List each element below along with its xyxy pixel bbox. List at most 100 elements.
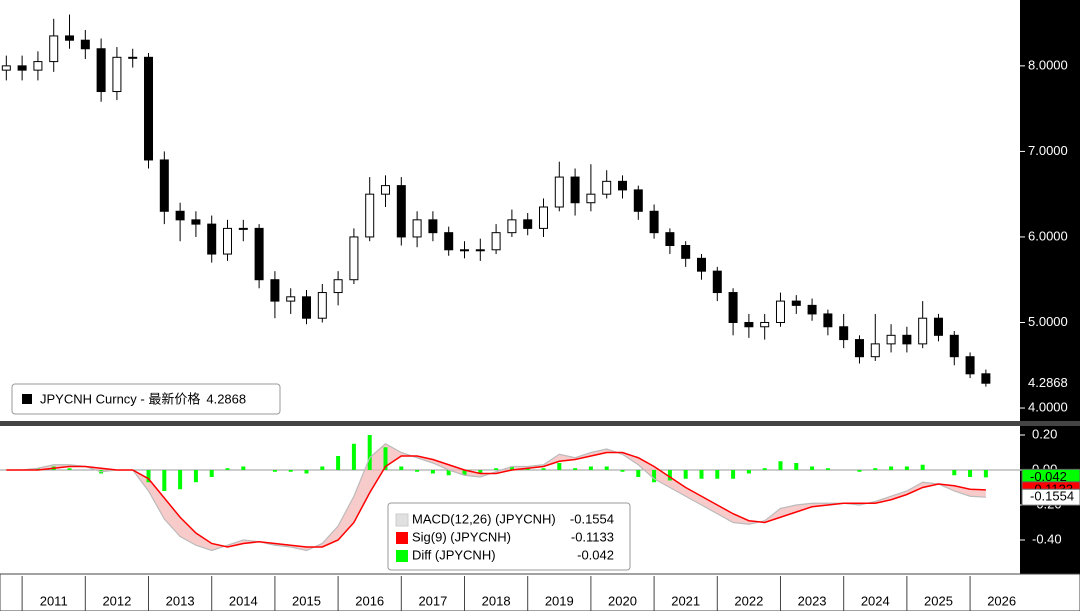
x-tick-label: 2014 <box>229 593 258 608</box>
diff-bar <box>304 469 309 474</box>
candle-body <box>286 296 296 302</box>
x-tick-label: 2023 <box>798 593 827 608</box>
diff-bar <box>794 462 799 470</box>
candle-body <box>238 227 248 230</box>
legend-swatch <box>22 394 32 404</box>
candle-body <box>775 300 785 323</box>
x-tick-label: 2011 <box>40 593 68 608</box>
diff-bar <box>541 468 546 470</box>
candle-body <box>491 232 501 251</box>
diff-bar <box>446 469 451 476</box>
diff-bar <box>525 468 530 470</box>
candle-body <box>381 185 391 195</box>
diff-bar <box>636 469 641 477</box>
legend-swatch <box>395 513 409 527</box>
x-tick-label: 2022 <box>734 593 763 608</box>
last-price-label: 4.2868 <box>1028 375 1068 390</box>
candle-body <box>333 279 343 294</box>
diff-bar <box>904 466 909 470</box>
candle-body <box>365 193 375 238</box>
diff-bar <box>399 466 404 470</box>
candle-body <box>949 334 959 358</box>
candle-body <box>965 356 975 375</box>
diff-bar <box>225 468 230 470</box>
last-value-label: -0.042 <box>1030 469 1067 484</box>
candle-body <box>49 35 59 63</box>
x-tick-label: 2024 <box>861 593 890 608</box>
diff-bar <box>604 466 609 470</box>
x-tick-label: 2017 <box>418 593 447 608</box>
diff-bar <box>288 469 293 472</box>
diff-bar <box>620 469 625 472</box>
diff-bar <box>383 447 388 470</box>
candle-body <box>665 232 675 246</box>
candle-body <box>981 373 991 384</box>
diff-bar <box>430 469 435 474</box>
diff-bar <box>699 469 704 479</box>
candle-body <box>712 270 722 294</box>
panel-divider <box>0 421 1080 426</box>
diff-bar <box>209 469 214 477</box>
diff-bar <box>320 466 325 470</box>
candle-body <box>396 185 406 238</box>
diff-bar <box>968 469 973 477</box>
y-tick-label: 6.0000 <box>1028 228 1068 243</box>
y-tick-label: 8.0000 <box>1028 57 1068 72</box>
diff-bar <box>778 461 783 470</box>
diff-bar <box>67 468 72 470</box>
candle-body <box>696 257 706 272</box>
candle-body <box>191 219 201 225</box>
candle-body <box>302 296 312 319</box>
x-tick-label: 2025 <box>924 593 953 608</box>
candle-body <box>586 193 596 204</box>
candle-body <box>807 304 817 315</box>
diff-bar <box>573 468 578 470</box>
x-tick-label: 2019 <box>545 593 574 608</box>
candle-body <box>918 317 928 345</box>
diff-bar <box>478 469 483 474</box>
candle-body <box>475 249 485 252</box>
legend-label: JPYCNH Curncy - 最新价格 <box>40 391 200 406</box>
diff-bar <box>857 469 862 472</box>
diff-bar <box>35 468 40 470</box>
diff-bar <box>272 469 277 472</box>
candle-body <box>349 236 359 281</box>
candle-body <box>760 321 770 328</box>
legend-value: 4.2868 <box>206 391 246 406</box>
legend-swatch <box>396 550 408 562</box>
candle-body <box>823 313 833 328</box>
diff-bar <box>715 469 720 479</box>
candle-body <box>902 334 912 345</box>
series-line <box>6 451 986 548</box>
candle-body <box>428 219 438 234</box>
candle-body <box>554 176 564 208</box>
diff-bar <box>667 469 672 481</box>
legend-value: -0.042 <box>577 547 614 562</box>
diff-bar <box>241 466 246 470</box>
candle-body <box>681 244 691 259</box>
diff-bar <box>825 468 830 470</box>
diff-bar <box>683 469 688 479</box>
diff-bar <box>509 466 514 470</box>
diff-bar <box>178 469 183 490</box>
diff-bar <box>588 466 593 470</box>
candle-body <box>17 65 27 71</box>
candle-body <box>317 292 327 319</box>
legend-box <box>387 502 631 571</box>
candle-body <box>65 35 75 41</box>
candle-body <box>270 279 280 302</box>
x-tick-label: 2026 <box>987 593 1016 608</box>
candle-body <box>538 206 548 229</box>
diff-bar <box>762 468 767 470</box>
candle-body <box>80 39 90 50</box>
legend-value: -0.1554 <box>570 511 614 526</box>
candle-body <box>791 300 801 306</box>
series-line <box>6 443 986 552</box>
candle-body <box>933 317 943 336</box>
x-tick-label: 2016 <box>355 593 384 608</box>
candle-body <box>96 48 106 93</box>
last-price-tag <box>1022 374 1078 393</box>
y-tick-label: 5.0000 <box>1028 314 1068 329</box>
legend-label: Sig(9) (JPYCNH) <box>412 529 511 544</box>
